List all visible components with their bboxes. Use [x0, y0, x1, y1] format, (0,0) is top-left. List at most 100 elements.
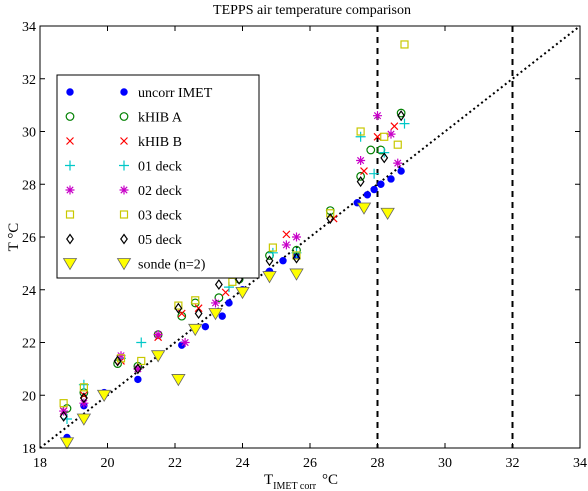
data-point: [188, 323, 203, 337]
legend-label: kHIB B: [138, 135, 182, 150]
data-point: [59, 399, 68, 408]
data-point: [116, 351, 126, 361]
data-point: [369, 168, 380, 179]
legend-entry: kHIB B: [66, 135, 182, 150]
legend-marker: [120, 233, 128, 245]
legend-entry: kHIB A: [65, 111, 183, 126]
x-tick-label: 30: [438, 456, 452, 471]
x-tick-label: 22: [168, 456, 182, 471]
data-point: [380, 132, 389, 141]
legend-entry: 01 deck: [65, 160, 182, 175]
data-point: [218, 312, 226, 320]
data-point: [136, 337, 147, 348]
y-tick-label: 34: [22, 20, 36, 35]
legend-label: 01 deck: [138, 160, 182, 175]
legend: uncorr IMET kHIB A kHIB B 01 deck 02 deck 03 …: [56, 74, 260, 279]
data-point: [59, 410, 68, 422]
data-points: [59, 40, 410, 450]
data-point: [214, 278, 223, 291]
chart-title: TEPPS air temperature comparison: [213, 3, 411, 18]
data-point: [380, 152, 389, 164]
legend-marker: [119, 112, 129, 121]
x-axis-label: TIMET corr °C: [264, 472, 338, 491]
y-axis-label: T °C: [6, 223, 22, 252]
one-to-one-line: [39, 25, 581, 449]
y-tick-label: 24: [22, 284, 36, 299]
y-ticks: 18 20 22 24 26 28 30 32 34: [22, 20, 580, 457]
data-point: [399, 118, 410, 129]
data-point: [79, 392, 88, 404]
legend-marker: [65, 185, 75, 195]
data-point: [174, 302, 183, 314]
data-point: [397, 167, 405, 175]
legend-marker: [66, 137, 74, 145]
data-point: [116, 354, 126, 363]
data-point: [281, 240, 291, 250]
data-point: [214, 293, 224, 303]
data-point: [366, 145, 376, 155]
data-point: [153, 330, 163, 340]
data-point: [373, 111, 382, 121]
legend-entry: 02 deck: [65, 184, 182, 199]
data-point: [79, 383, 88, 392]
data-point: [267, 247, 278, 258]
data-point: [262, 271, 277, 284]
legend-label: 03 deck: [138, 209, 182, 224]
grid-lines: [376, 26, 514, 448]
data-point: [292, 252, 301, 264]
data-point: [390, 122, 399, 131]
x-tick-label: 28: [371, 456, 385, 471]
legend-entry: uncorr IMET: [66, 86, 213, 101]
legend-entry: 03 deck: [65, 209, 182, 224]
legend-label: 02 deck: [138, 184, 182, 199]
x-tick-label: 26: [303, 456, 317, 471]
data-point: [150, 350, 166, 363]
y-tick-label: 28: [22, 178, 36, 193]
data-point: [134, 375, 142, 384]
data-point: [191, 296, 200, 305]
data-point: [113, 355, 122, 367]
data-point: [268, 243, 277, 252]
y-tick-label: 20: [22, 389, 36, 404]
data-point: [171, 374, 186, 387]
data-point: [356, 202, 372, 215]
data-point: [393, 158, 403, 168]
data-point: [289, 268, 304, 281]
legend-label: 05 deck: [138, 233, 182, 248]
data-point: [221, 288, 230, 297]
data-point: [386, 129, 396, 139]
legend-marker: [119, 185, 129, 195]
data-point: [363, 191, 372, 199]
data-point: [208, 308, 223, 321]
data-point: [356, 127, 365, 136]
legend-marker: [65, 210, 75, 219]
x-ticks: 18 20 22 24 26 28 30 32 34: [33, 26, 587, 471]
data-point: [235, 286, 250, 300]
data-point: [76, 413, 92, 426]
legend-marker: [120, 88, 128, 96]
data-point: [59, 437, 75, 450]
legend-marker: [119, 160, 129, 171]
data-point: [279, 257, 287, 265]
x-tick-label: 24: [236, 456, 250, 471]
x-axis-label-sub: IMET corr: [273, 481, 317, 491]
data-point: [397, 110, 406, 122]
data-point: [360, 167, 368, 175]
legend-label: kHIB A: [138, 111, 183, 126]
legend-marker: [65, 112, 75, 121]
data-point: [356, 176, 365, 188]
data-point: [326, 213, 335, 225]
data-point: [201, 322, 210, 331]
data-point: [282, 230, 291, 239]
legend-box: [56, 74, 260, 279]
data-point: [355, 131, 366, 142]
data-point: [393, 140, 402, 149]
legend-entry: sonde (n=2): [62, 258, 206, 273]
data-point: [265, 255, 274, 267]
legend-entry: 05 deck: [66, 233, 182, 248]
data-point: [225, 299, 233, 307]
data-point: [292, 232, 301, 242]
data-point: [96, 389, 112, 403]
data-point: [292, 251, 301, 260]
